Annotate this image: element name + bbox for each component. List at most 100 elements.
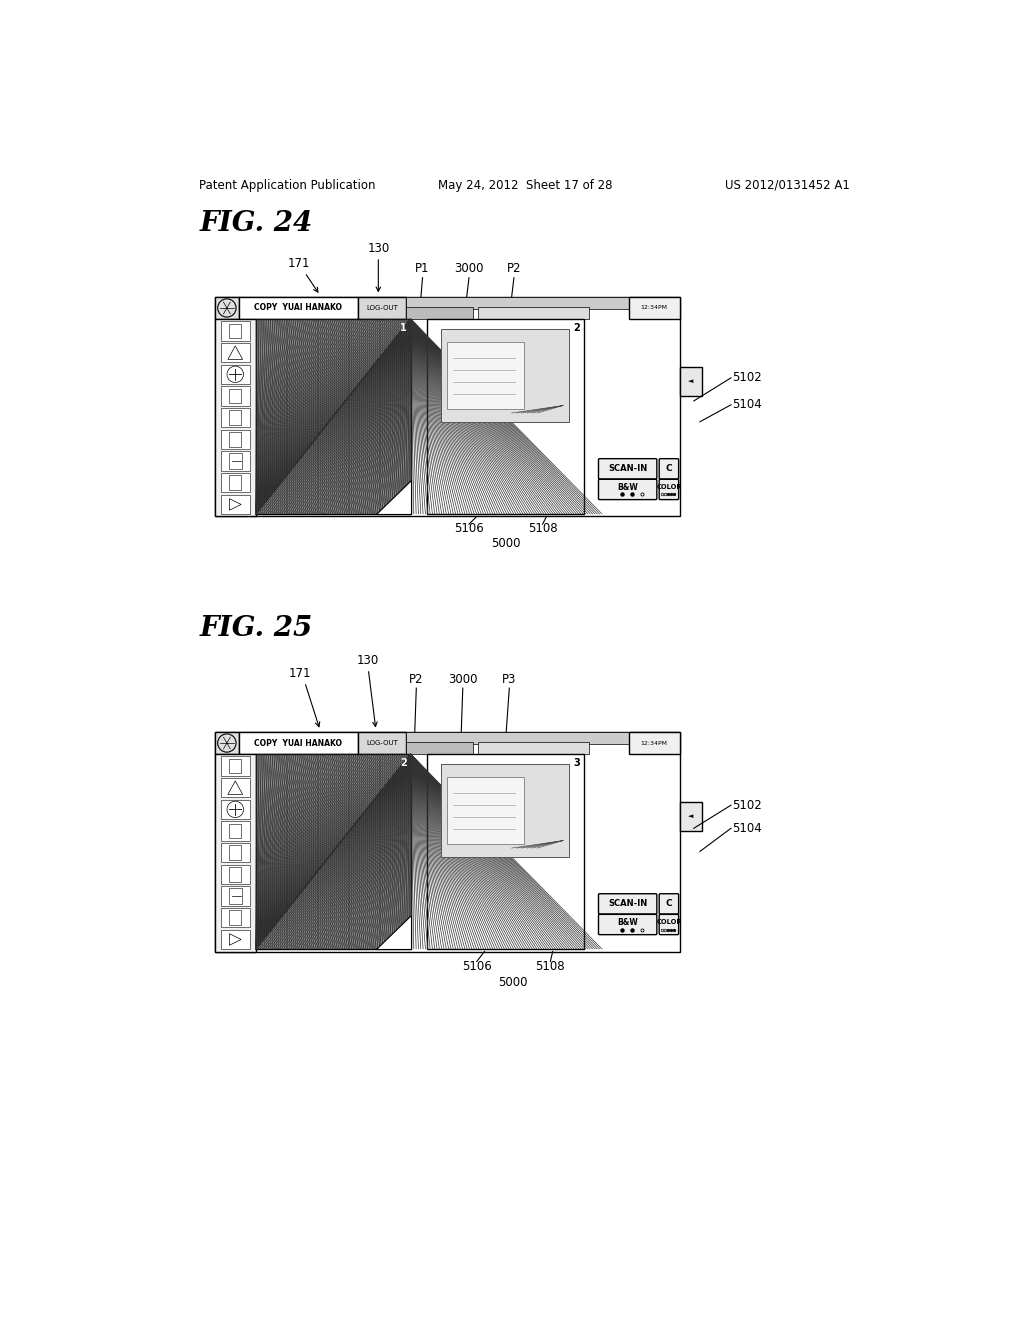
Text: COPY  YUAI HANAKO: COPY YUAI HANAKO <box>254 304 342 313</box>
Bar <box>229 911 242 925</box>
Bar <box>220 821 250 841</box>
Bar <box>256 754 411 949</box>
Bar <box>220 495 250 513</box>
Text: 5106: 5106 <box>454 521 484 535</box>
Polygon shape <box>377 480 411 515</box>
Bar <box>229 323 242 338</box>
Bar <box>440 764 569 858</box>
Bar <box>229 759 242 774</box>
Text: 171: 171 <box>288 257 309 271</box>
Bar <box>215 733 680 952</box>
Text: 3000: 3000 <box>455 263 483 276</box>
Bar <box>477 306 589 319</box>
Text: ◄: ◄ <box>688 813 693 820</box>
Bar <box>680 367 702 396</box>
Bar <box>357 297 407 319</box>
Text: P3: P3 <box>502 673 516 686</box>
FancyBboxPatch shape <box>598 915 656 935</box>
Bar <box>220 364 250 384</box>
Bar <box>427 319 584 515</box>
Text: SCAN-IN: SCAN-IN <box>608 899 647 908</box>
Bar <box>229 411 242 425</box>
Bar <box>220 756 250 776</box>
Bar <box>229 388 242 404</box>
Bar <box>228 888 242 904</box>
Text: 5102: 5102 <box>732 371 762 384</box>
Bar <box>629 733 680 754</box>
Bar <box>407 742 473 754</box>
Bar <box>447 777 524 845</box>
Bar <box>447 342 524 409</box>
Text: 2: 2 <box>400 758 407 768</box>
Bar <box>229 845 242 861</box>
Bar <box>220 473 250 492</box>
Bar <box>229 867 242 882</box>
Bar <box>220 321 250 341</box>
FancyBboxPatch shape <box>598 458 656 479</box>
Text: COLOR: COLOR <box>656 484 682 490</box>
Bar <box>215 297 680 516</box>
Bar <box>220 887 250 906</box>
Text: 5104: 5104 <box>732 399 762 412</box>
Text: B&W: B&W <box>617 483 638 492</box>
FancyBboxPatch shape <box>598 479 656 499</box>
Text: P1: P1 <box>416 263 430 276</box>
Bar <box>215 733 239 754</box>
Text: COPY  YUAI HANAKO: COPY YUAI HANAKO <box>254 738 342 747</box>
Bar <box>427 754 584 949</box>
Text: 5000: 5000 <box>490 537 520 550</box>
Bar <box>629 297 680 319</box>
Bar <box>220 865 250 884</box>
Text: ◄: ◄ <box>688 379 693 384</box>
Bar <box>220 387 250 405</box>
Bar <box>256 319 411 515</box>
Text: FIG. 24: FIG. 24 <box>200 210 312 238</box>
Text: C: C <box>666 899 672 908</box>
Bar <box>239 733 357 754</box>
Bar <box>407 306 473 319</box>
FancyBboxPatch shape <box>659 479 679 499</box>
Bar <box>357 733 407 754</box>
Bar <box>229 432 242 446</box>
Polygon shape <box>377 915 411 949</box>
Bar <box>220 343 250 362</box>
Text: Patent Application Publication: Patent Application Publication <box>200 178 376 191</box>
Text: C: C <box>666 465 672 474</box>
Bar <box>229 475 242 490</box>
Text: 1: 1 <box>400 323 407 333</box>
FancyBboxPatch shape <box>659 915 679 935</box>
Bar <box>215 319 256 516</box>
Text: FIG. 25: FIG. 25 <box>200 615 312 642</box>
Bar <box>220 430 250 449</box>
Text: B&W: B&W <box>617 917 638 927</box>
Text: LOG-OUT: LOG-OUT <box>366 305 398 312</box>
Bar <box>220 843 250 862</box>
Bar <box>220 777 250 797</box>
FancyBboxPatch shape <box>598 894 656 913</box>
Bar <box>220 929 250 949</box>
Text: 3: 3 <box>572 758 580 768</box>
Bar <box>407 733 629 744</box>
Text: 12:34PM: 12:34PM <box>641 741 668 746</box>
Text: May 24, 2012  Sheet 17 of 28: May 24, 2012 Sheet 17 of 28 <box>437 178 612 191</box>
Text: 12:34PM: 12:34PM <box>641 305 668 310</box>
Bar <box>477 742 589 754</box>
Text: 5108: 5108 <box>527 521 557 535</box>
Text: LOG-OUT: LOG-OUT <box>366 741 398 746</box>
Text: 2: 2 <box>572 323 580 333</box>
Text: 5000: 5000 <box>498 975 527 989</box>
Text: 3000: 3000 <box>449 673 477 686</box>
FancyBboxPatch shape <box>659 458 679 479</box>
Text: P2: P2 <box>409 673 424 686</box>
Text: 5102: 5102 <box>732 799 762 812</box>
Bar <box>215 297 239 319</box>
Text: 171: 171 <box>289 667 311 680</box>
Bar <box>228 453 242 469</box>
FancyBboxPatch shape <box>659 894 679 913</box>
Bar <box>229 824 242 838</box>
Bar <box>239 297 357 319</box>
Bar <box>220 451 250 471</box>
Bar <box>220 800 250 818</box>
Bar <box>440 329 569 422</box>
Bar <box>680 803 702 830</box>
